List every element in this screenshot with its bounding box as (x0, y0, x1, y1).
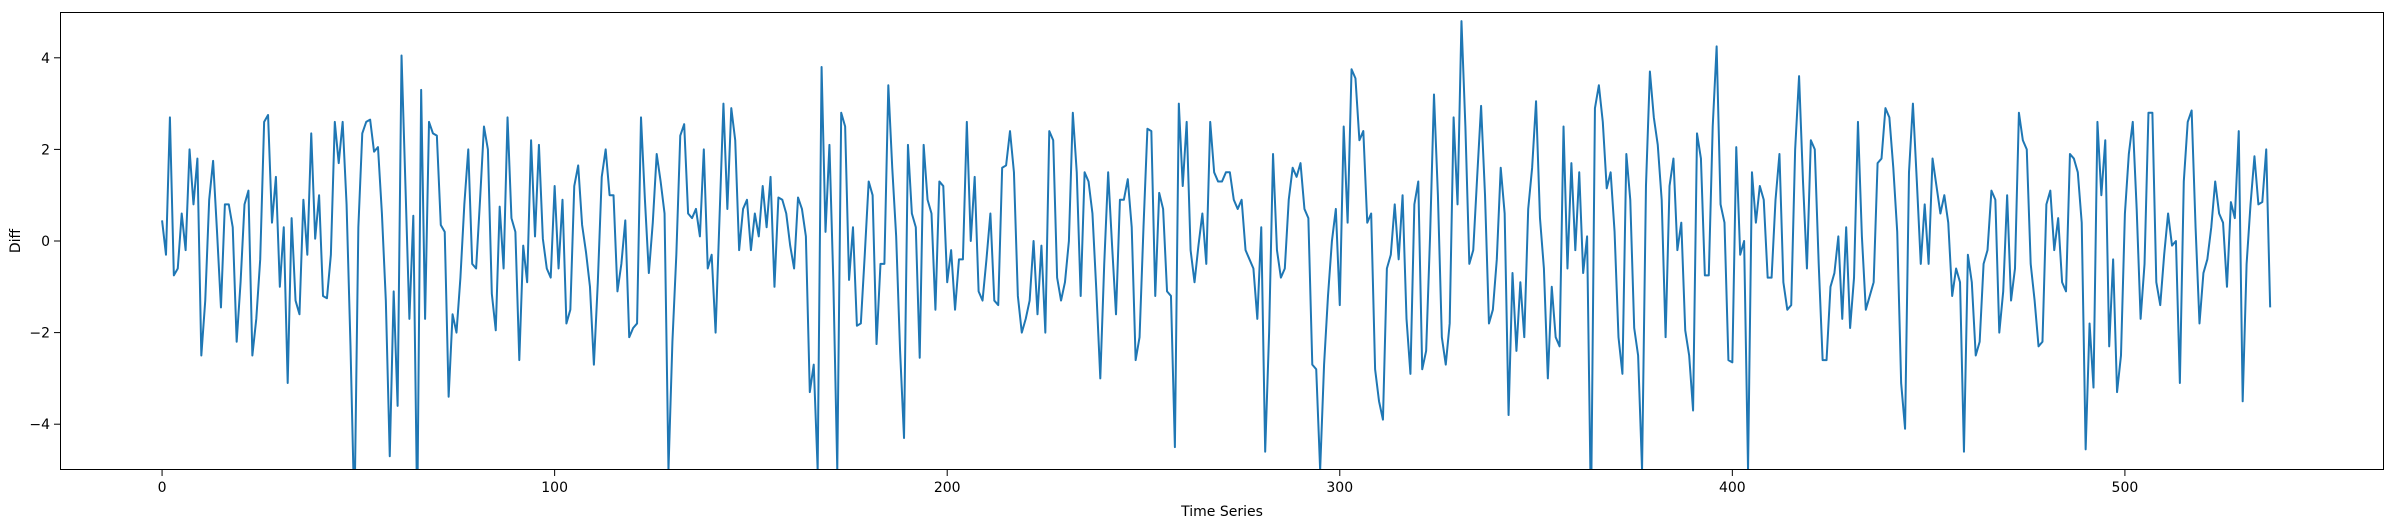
x-tick-label: 100 (541, 480, 568, 496)
x-tick-label: 400 (1719, 480, 1746, 496)
y-axis-label: Diff (8, 228, 24, 253)
y-tick-label: 4 (41, 51, 50, 67)
x-tick-label: 0 (158, 480, 167, 496)
series-line (161, 20, 2272, 470)
plot-area (60, 12, 2384, 470)
y-tick-label: 0 (41, 234, 50, 250)
x-tick-label: 300 (1326, 480, 1353, 496)
axes-frame (60, 12, 2384, 470)
y-tick-label: −4 (29, 417, 50, 433)
y-axis: −4 −2 0 2 4 (29, 51, 60, 433)
y-tick-label: 2 (41, 142, 50, 158)
x-tick-label: 200 (934, 480, 961, 496)
y-tick-label: −2 (29, 326, 50, 342)
x-tick-label: 500 (2112, 480, 2139, 496)
x-axis: 0 100 200 300 400 500 (158, 470, 2139, 496)
x-axis-label: Time Series (1180, 504, 1263, 520)
